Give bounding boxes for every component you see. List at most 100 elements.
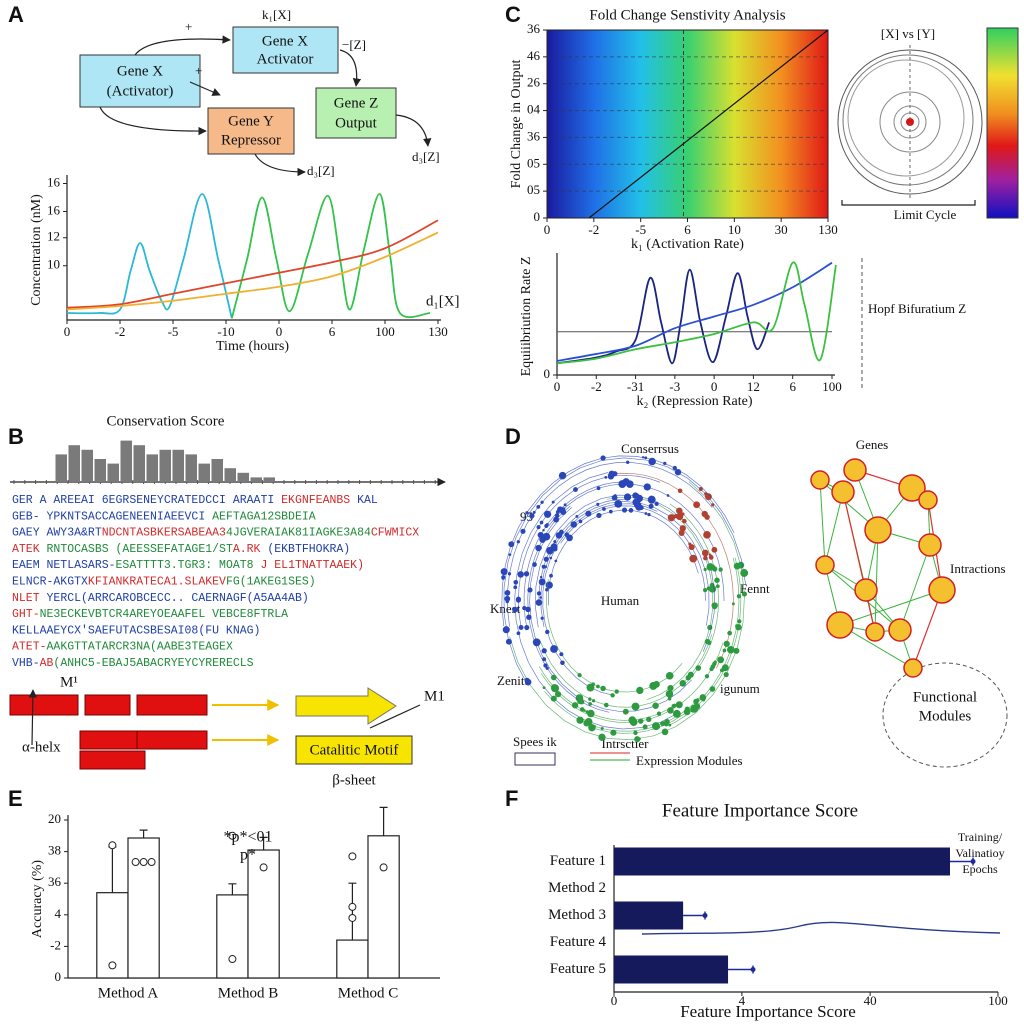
y-tick-label: 10 bbox=[47, 257, 60, 272]
bar bbox=[107, 463, 119, 482]
ring-dot bbox=[679, 680, 687, 687]
ring-dot bbox=[737, 619, 742, 624]
helix bbox=[84, 694, 131, 716]
ring-dot bbox=[508, 553, 512, 557]
structure-label: β-sheet bbox=[332, 772, 376, 788]
ring-dot bbox=[586, 683, 595, 692]
diagonal bbox=[588, 29, 829, 219]
data-point bbox=[259, 863, 268, 872]
ring-dot bbox=[545, 588, 549, 592]
sequence-segment: NLET bbox=[12, 592, 40, 605]
ring-dot bbox=[704, 674, 710, 679]
fixed-point bbox=[906, 118, 914, 126]
x-tick-label: -31 bbox=[627, 379, 644, 394]
node-label: Output bbox=[335, 115, 378, 131]
ring-dot bbox=[604, 475, 608, 479]
annotation: d₁[X] bbox=[426, 293, 460, 309]
ring-dot bbox=[507, 572, 512, 576]
bar bbox=[247, 849, 280, 979]
ring-dot bbox=[628, 508, 634, 513]
ring-dot bbox=[542, 657, 547, 662]
ring-arc bbox=[509, 481, 745, 741]
gene-node bbox=[810, 470, 830, 490]
ring-dot bbox=[603, 702, 609, 708]
ring-dot bbox=[642, 724, 648, 730]
x-axis-label: Feature Importance Score bbox=[680, 1002, 856, 1021]
ring-dot bbox=[614, 499, 623, 508]
ring-dot bbox=[541, 648, 547, 654]
error-cap bbox=[750, 967, 756, 972]
ring-dot bbox=[532, 638, 541, 647]
data-point bbox=[379, 863, 388, 872]
data-point bbox=[108, 961, 117, 970]
x-tick-label: Method A bbox=[98, 985, 159, 1001]
edge bbox=[912, 589, 943, 669]
heatmap bbox=[547, 30, 828, 218]
edge bbox=[819, 479, 826, 566]
x-axis-label: k₂ (Repression Rate) bbox=[636, 394, 752, 409]
ring-dot bbox=[549, 556, 553, 560]
ring-dot bbox=[540, 500, 544, 504]
ring-dot bbox=[702, 588, 708, 593]
data-point bbox=[131, 858, 140, 867]
y-tick-label: Feature 4 bbox=[550, 934, 607, 950]
gene-node bbox=[928, 576, 956, 604]
ring-dot bbox=[681, 512, 685, 516]
ring-dot bbox=[542, 686, 546, 690]
gene-node bbox=[815, 555, 835, 575]
sequence-segment: RNTOCASBS (AEESSEFATAGE1/ST bbox=[40, 543, 233, 556]
line bbox=[556, 261, 837, 365]
gene-node bbox=[843, 458, 867, 482]
line bbox=[66, 193, 233, 319]
ring-dot bbox=[513, 585, 518, 590]
ring-dot bbox=[515, 597, 521, 603]
x-tick-label: 6 bbox=[329, 324, 336, 339]
sequence-segment: 4JGVERAIAK81IAGKE3A84 bbox=[226, 527, 371, 540]
edge-label: d₃[Z] bbox=[412, 149, 440, 164]
ring-dot bbox=[740, 569, 749, 577]
ring-arc bbox=[542, 503, 658, 696]
ring-dot bbox=[690, 706, 697, 713]
x-tick-label: 40 bbox=[864, 993, 877, 1008]
bar bbox=[159, 449, 171, 482]
chart-title: Feature Importance Score bbox=[662, 800, 858, 821]
ring-dot bbox=[714, 577, 720, 583]
sequence-segment: AB bbox=[40, 657, 54, 670]
node-box bbox=[232, 26, 339, 74]
ring-dot bbox=[550, 695, 557, 702]
bar bbox=[185, 454, 197, 482]
sequence-line: ATET-AAKGTTATARCR3NA(AABE3TEAGEX bbox=[12, 641, 233, 654]
ring-dot bbox=[564, 532, 570, 538]
panel-label: E bbox=[8, 786, 23, 811]
data-point bbox=[108, 841, 117, 850]
y-tick-label: Method 2 bbox=[548, 880, 606, 896]
error-bar bbox=[108, 846, 117, 893]
sheet-arrow bbox=[295, 687, 397, 725]
ring-dot bbox=[646, 716, 652, 722]
ring-dot bbox=[588, 702, 592, 706]
ring-dot bbox=[704, 493, 712, 501]
network-label: Intractions bbox=[950, 561, 1006, 576]
line bbox=[556, 268, 770, 365]
ring-dot bbox=[708, 553, 712, 557]
ring-dot bbox=[703, 567, 707, 572]
line bbox=[66, 219, 439, 309]
node-label: Gene Z bbox=[334, 95, 379, 111]
network-label: Expression Modules bbox=[636, 753, 743, 768]
chart-title: Fold Change Senstivity Analysis bbox=[589, 7, 785, 23]
ring-dot bbox=[516, 540, 520, 544]
ring-dot bbox=[641, 456, 645, 459]
ring-dot bbox=[672, 709, 681, 718]
bar bbox=[146, 454, 158, 482]
ring-dot bbox=[661, 728, 669, 736]
ring-dot bbox=[718, 567, 723, 572]
sequence-segment: J EL1TNATTAAEK) bbox=[254, 559, 364, 572]
sequence-segment: CFWMICX bbox=[371, 527, 419, 540]
ring-dot bbox=[717, 656, 725, 664]
ring-dot bbox=[557, 506, 564, 513]
node-box bbox=[315, 87, 397, 139]
legend-box bbox=[514, 752, 556, 766]
error-bar bbox=[228, 883, 237, 895]
network-label: Human bbox=[601, 593, 640, 608]
ring-dot bbox=[663, 461, 667, 466]
